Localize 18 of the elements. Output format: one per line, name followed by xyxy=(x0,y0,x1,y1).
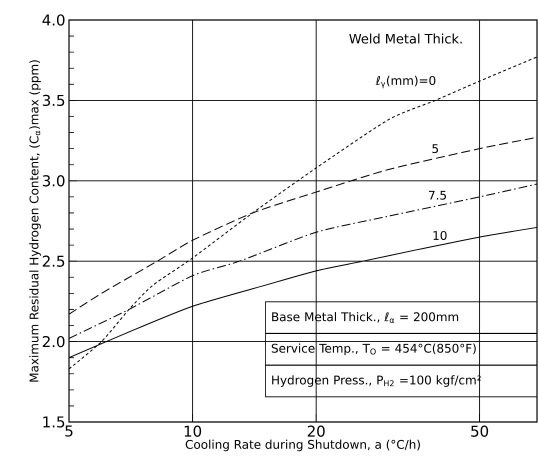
annotation: 10 xyxy=(434,230,447,240)
x-tick-label: 20 xyxy=(308,426,325,437)
y-tick-label: 2.0 xyxy=(42,336,64,348)
x-tick-label: 5 xyxy=(65,426,72,437)
annotation: Service Temp., T$_{O}$ = 454°C(850°F) xyxy=(272,344,476,356)
y-tick-label: 3.5 xyxy=(42,94,64,106)
annotation: ℓ$_{γ}$(mm)=0 xyxy=(376,76,436,88)
x-tick-label: 10 xyxy=(184,426,202,437)
y-tick-label: 3.0 xyxy=(42,175,64,186)
y-axis-title: Maximum Residual Hydrogen Content, (C$_{α}$)max (ppm) xyxy=(29,60,41,382)
annotation: 7.5 xyxy=(429,190,446,200)
annotation: Weld Metal Thick. xyxy=(349,34,462,44)
y-tick-label: 4.0 xyxy=(42,14,64,26)
x-tick-label: 50 xyxy=(471,426,488,437)
y-tick-label: 1.5 xyxy=(43,416,64,428)
y-tick-label: 2.5 xyxy=(42,256,64,267)
x-axis-title: Cooling Rate during Shutdown, a (°C/h) xyxy=(186,440,420,452)
annotation: 5 xyxy=(432,144,438,154)
